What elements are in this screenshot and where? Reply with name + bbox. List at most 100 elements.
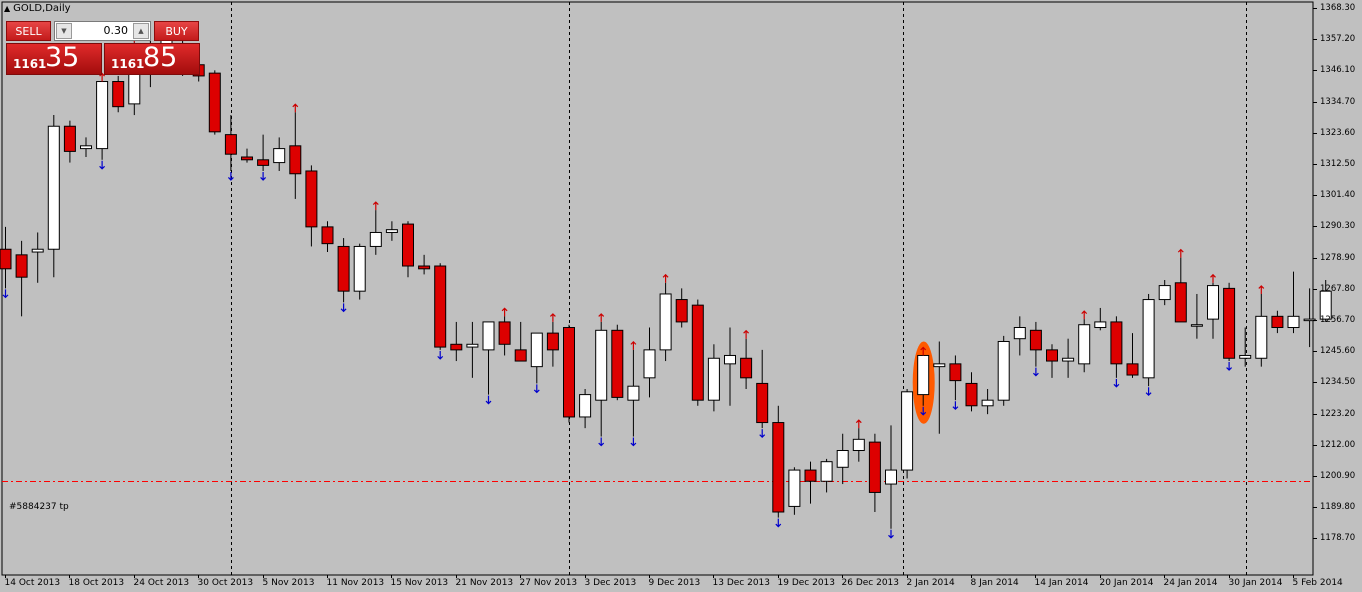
collapse-triangle-icon[interactable]: ▲	[4, 4, 11, 13]
candle-body	[595, 329, 608, 401]
candle-body	[901, 391, 914, 471]
candle	[740, 338, 753, 390]
candle-body	[1271, 315, 1284, 329]
price-tick-label: 1290.30	[1320, 220, 1356, 231]
candle	[402, 221, 414, 278]
candle	[1158, 279, 1171, 306]
candle	[1126, 333, 1139, 378]
fractal-up-arrow-icon	[549, 313, 556, 322]
fractal-up-arrow-icon	[662, 273, 669, 283]
lot-size-stepper[interactable]: ▼ 0.30 ▲	[54, 21, 151, 41]
candle	[1255, 293, 1268, 367]
candle	[788, 467, 801, 515]
candle-body	[659, 293, 672, 351]
price-tick-label: 1334.70	[1320, 96, 1356, 107]
candle-body	[80, 145, 92, 150]
fractal-up-arrow-icon	[372, 201, 379, 211]
candle	[321, 221, 334, 253]
fractal-down-arrow-icon	[630, 437, 637, 447]
candle-body	[756, 382, 769, 424]
candle-body	[498, 321, 511, 345]
candle-body	[337, 245, 350, 292]
fractal-up-arrow-icon	[1177, 248, 1184, 258]
candle	[31, 232, 44, 283]
candle-body	[836, 450, 849, 468]
candle-body	[1190, 324, 1203, 327]
candle-body	[321, 226, 334, 245]
candle	[1110, 316, 1123, 378]
price-tick-label: 1234.50	[1320, 376, 1356, 387]
lot-size-input[interactable]: 0.30	[103, 24, 129, 37]
candle	[949, 355, 962, 401]
candle-body	[643, 349, 656, 379]
price-tick-label: 1223.20	[1320, 408, 1356, 419]
time-tick-label: 13 Dec 2013	[712, 578, 771, 588]
price-tick-label: 1178.70	[1320, 532, 1356, 543]
candle	[112, 75, 125, 113]
candle-body	[724, 354, 736, 365]
candle	[273, 137, 286, 171]
candle-body	[15, 254, 28, 278]
sell-price-button[interactable]: 1161 35	[6, 42, 102, 75]
candle	[852, 428, 865, 462]
candle-body	[208, 72, 221, 133]
time-tick-label: 3 Dec 2013	[584, 578, 637, 588]
candle-body	[1223, 287, 1236, 359]
candle-body	[450, 343, 463, 351]
candle	[15, 240, 28, 317]
fractal-down-arrow-icon	[437, 350, 444, 360]
candle-body	[820, 461, 833, 482]
candle	[1078, 319, 1091, 373]
buy-price-button[interactable]: 1161 85	[104, 42, 200, 75]
fractal-up-arrow-icon	[501, 307, 508, 317]
candle	[369, 210, 382, 255]
candle	[353, 243, 366, 300]
candle	[933, 341, 946, 434]
time-tick-label: 24 Jan 2014	[1163, 578, 1218, 588]
fractal-down-arrow-icon	[533, 384, 540, 394]
candle-body	[1062, 357, 1075, 362]
candle	[434, 263, 447, 350]
candle	[257, 134, 270, 171]
candle-body	[579, 394, 592, 418]
candle-body	[1174, 282, 1187, 323]
candle-body	[1094, 321, 1107, 329]
candle-body	[611, 329, 624, 398]
buy-button[interactable]: BUY	[154, 21, 199, 41]
candle	[1190, 293, 1203, 339]
time-tick-label: 27 Nov 2013	[519, 578, 578, 588]
fractal-down-arrow-icon	[952, 401, 959, 411]
time-tick-label: 8 Jan 2014	[970, 578, 1019, 588]
candle-body	[1142, 299, 1155, 379]
candle-body	[707, 357, 720, 401]
fractal-down-arrow-icon	[260, 171, 267, 181]
fractal-down-arrow-icon	[920, 406, 927, 416]
fractal-down-arrow-icon	[485, 395, 492, 405]
lot-increase-icon[interactable]: ▲	[133, 23, 149, 39]
time-tick-label: 11 Nov 2013	[326, 578, 385, 588]
sell-price-pips: 35	[45, 42, 80, 73]
candle-body	[933, 363, 946, 368]
fractal-down-arrow-icon	[1145, 387, 1152, 397]
fractal-up-arrow-icon	[292, 103, 299, 113]
sell-button[interactable]: SELL	[6, 21, 51, 41]
lot-decrease-icon[interactable]: ▼	[56, 23, 72, 39]
time-tick-label: 14 Oct 2013	[4, 578, 61, 588]
candle	[546, 321, 559, 367]
candle-body	[1110, 321, 1123, 365]
candle-body	[63, 125, 76, 152]
buy-price-pips: 85	[143, 42, 178, 73]
candle-body	[434, 265, 447, 348]
candle	[241, 148, 253, 163]
candle-body	[224, 134, 237, 155]
buy-price-prefix: 1161	[111, 57, 145, 71]
candle-body	[997, 340, 1010, 401]
candle	[80, 137, 92, 157]
price-tick-label: 1357.20	[1320, 33, 1356, 44]
candle-body	[402, 223, 414, 267]
candle	[997, 335, 1010, 406]
candle	[820, 458, 833, 493]
candle-body	[418, 265, 431, 270]
